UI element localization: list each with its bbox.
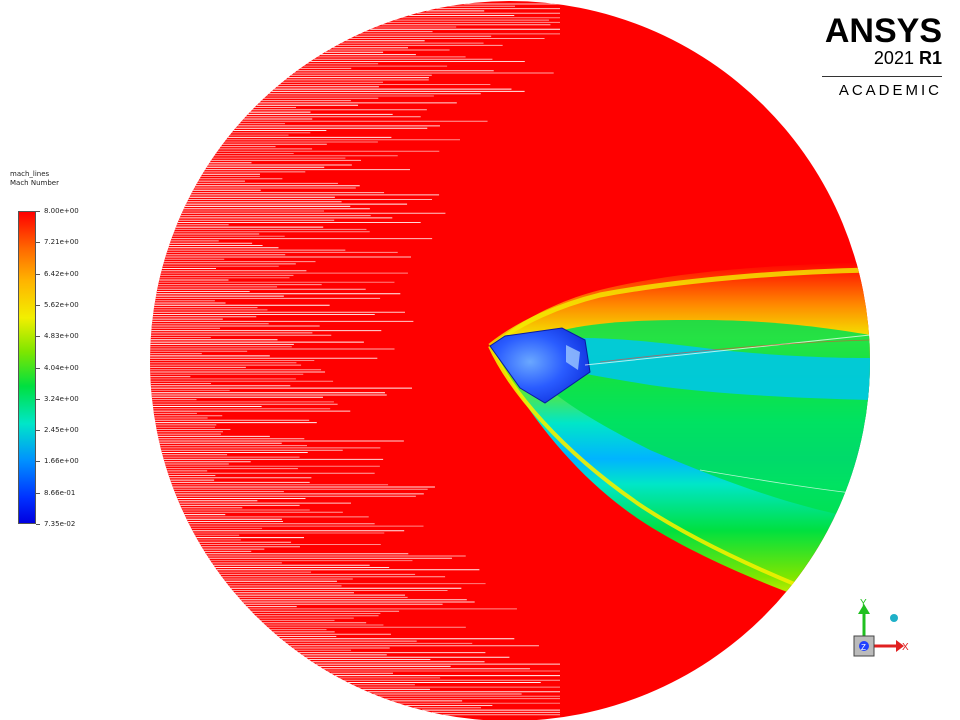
- colorbar-tick-mark: [36, 492, 40, 494]
- colorbar-tick-label: 8.66e-01: [44, 488, 76, 497]
- colorbar-tick-label: 3.24e+00: [44, 394, 79, 403]
- logo-divider: [822, 76, 942, 77]
- colorbar: [18, 211, 36, 524]
- colorbar-tick-mark: [36, 273, 40, 275]
- colorbar-tick-mark: [36, 336, 40, 338]
- ansys-logo: ANSYS 2021 R1 ACADEMIC: [822, 14, 942, 99]
- bow-shock-edge-upper: [488, 267, 870, 348]
- z-axis-label: Z: [861, 643, 866, 652]
- colorbar-tick-label: 5.62e+00: [44, 300, 79, 309]
- wake-streak: [584, 334, 870, 366]
- vehicle-body-highlight: [566, 345, 580, 370]
- colorbar-tick-mark: [36, 242, 40, 244]
- y-arrow-icon: [858, 604, 870, 614]
- x-axis-label: X: [902, 642, 909, 653]
- colorbar-tick-mark: [36, 211, 40, 212]
- colorbar-tick-mark: [36, 461, 40, 463]
- colorbar-tick-mark: [36, 524, 40, 525]
- colorbar-tick-mark: [36, 367, 40, 369]
- view-sphere-icon: [890, 614, 898, 622]
- colorbar-tick-label: 6.42e+00: [44, 269, 79, 278]
- flow-domain: [150, 1, 870, 720]
- logo-version-year: 2021: [873, 48, 914, 68]
- colorbar-tick-label: 2.45e+00: [44, 426, 79, 435]
- colorbar-tick-label: 4.04e+00: [44, 363, 79, 372]
- y-axis-label: Y: [860, 598, 867, 609]
- legend-name: mach_lines: [10, 170, 50, 178]
- logo-edition: ACADEMIC: [838, 82, 942, 99]
- legend-variable: Mach Number: [10, 179, 59, 187]
- colorbar-tick-mark: [36, 304, 40, 306]
- axis-triad[interactable]: Y X Z: [844, 598, 914, 668]
- logo-version: 2021 R1: [822, 48, 942, 68]
- freestream-hatch: [150, 3, 560, 716]
- x-arrow-icon: [896, 640, 904, 652]
- z-axis-icon: [859, 641, 869, 651]
- legend-title: mach_lines Mach Number: [10, 170, 59, 188]
- vehicle-body: [489, 327, 591, 404]
- colorbar-tick-label: 8.00e+00: [44, 207, 79, 215]
- wake-cyan-band: [500, 338, 870, 400]
- logo-brand: ANSYS: [824, 12, 942, 50]
- bow-shock-edge: [488, 345, 861, 612]
- colorbar-tick-label: 1.66e+00: [44, 457, 79, 466]
- colorbar-tick-mark: [36, 398, 40, 400]
- wake-streak: [599, 339, 870, 363]
- colorbar-tick-label: 7.35e-02: [44, 520, 76, 528]
- colorbar-tick-label: 4.83e+00: [44, 332, 79, 341]
- colorbar-tick-mark: [36, 430, 40, 432]
- colorbar-tick-label: 7.21e+00: [44, 238, 79, 247]
- logo-version-release: R1: [918, 48, 942, 68]
